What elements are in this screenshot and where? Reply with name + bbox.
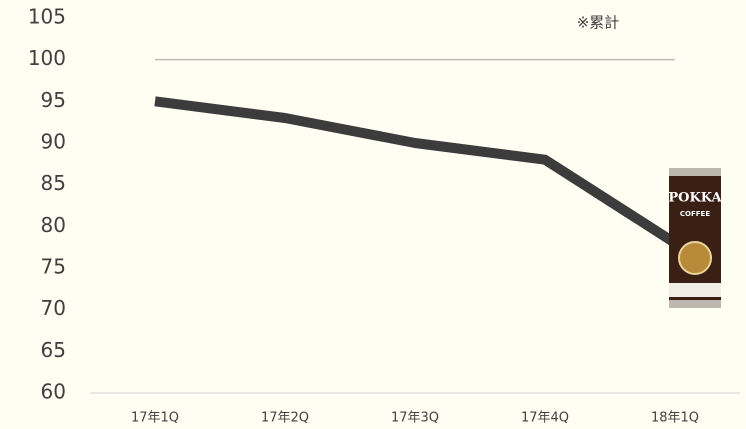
can-band: [669, 283, 721, 297]
x-tick-label: 17年3Q: [391, 411, 439, 426]
line-series: [154, 96, 678, 248]
can-emblem: [678, 241, 712, 275]
can-body: [669, 168, 721, 308]
y-tick-label: 105: [28, 5, 66, 29]
y-tick-label: 100: [28, 46, 66, 70]
y-tick-label: 90: [41, 130, 66, 154]
y-tick-label: 65: [41, 338, 66, 362]
x-tick-label: 17年2Q: [261, 411, 309, 426]
product-sub: COFFEE: [680, 210, 710, 218]
x-tick-label: 17年4Q: [521, 411, 569, 426]
product-image: POKKA COFFEE: [668, 168, 723, 308]
x-tick-label: 18年1Q: [651, 411, 699, 426]
y-tick-label: 60: [41, 380, 66, 404]
annotation: ※累計: [577, 14, 620, 32]
y-tick-label: 95: [41, 88, 66, 112]
y-tick-label: 70: [41, 296, 66, 320]
can-bottom: [669, 300, 721, 308]
can-top: [669, 168, 721, 176]
x-tick-label: 17年1Q: [131, 411, 179, 426]
y-tick-label: 75: [41, 255, 66, 279]
y-tick-label: 80: [41, 213, 66, 237]
y-tick-label: 85: [41, 171, 66, 195]
product-label: POKKA: [668, 191, 722, 206]
